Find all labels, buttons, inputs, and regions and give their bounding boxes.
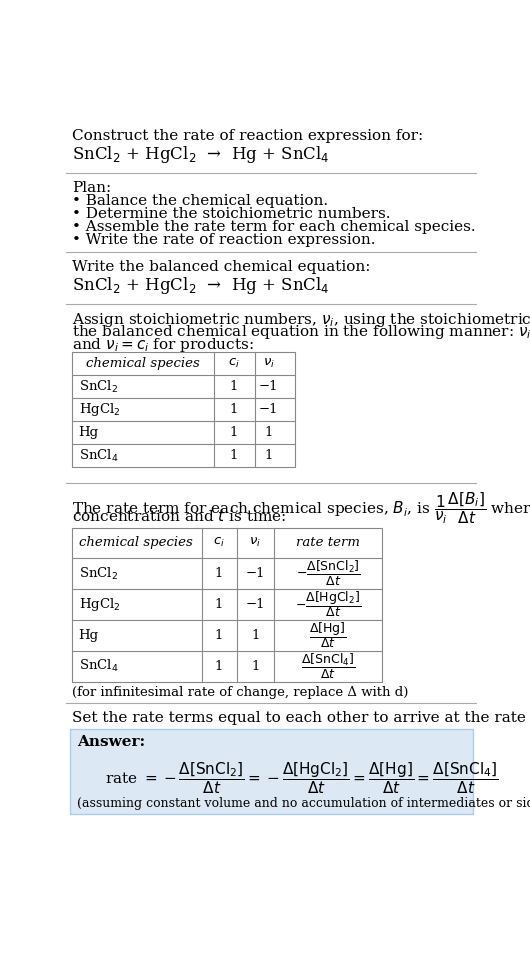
Text: 1: 1 xyxy=(251,629,260,642)
Text: concentration and $t$ is time:: concentration and $t$ is time: xyxy=(73,508,287,523)
Text: Plan:: Plan: xyxy=(73,181,112,195)
Text: 1: 1 xyxy=(215,598,223,611)
Text: HgCl$_2$: HgCl$_2$ xyxy=(78,401,120,419)
Text: 1: 1 xyxy=(229,449,238,463)
Text: rate term: rate term xyxy=(296,537,360,549)
Text: and $\nu_i = c_i$ for products:: and $\nu_i = c_i$ for products: xyxy=(73,336,254,353)
Text: • Determine the stoichiometric numbers.: • Determine the stoichiometric numbers. xyxy=(73,207,391,222)
Text: 1: 1 xyxy=(264,427,273,439)
Text: −1: −1 xyxy=(245,567,265,580)
Text: $c_i$: $c_i$ xyxy=(213,537,225,549)
Text: SnCl$_2$ + HgCl$_2$  →  Hg + SnCl$_4$: SnCl$_2$ + HgCl$_2$ → Hg + SnCl$_4$ xyxy=(73,275,330,296)
Text: Answer:: Answer: xyxy=(77,736,145,750)
Text: 1: 1 xyxy=(251,660,260,672)
FancyBboxPatch shape xyxy=(73,352,295,468)
Text: Assign stoichiometric numbers, $\nu_i$, using the stoichiometric coefficients, $: Assign stoichiometric numbers, $\nu_i$, … xyxy=(73,311,530,329)
Text: 1: 1 xyxy=(229,403,238,416)
Text: the balanced chemical equation in the following manner: $\nu_i = -c_i$ for react: the balanced chemical equation in the fo… xyxy=(73,323,530,342)
Text: −1: −1 xyxy=(259,380,278,393)
Text: • Write the rate of reaction expression.: • Write the rate of reaction expression. xyxy=(73,233,376,247)
Text: $c_i$: $c_i$ xyxy=(228,357,240,370)
Text: Construct the rate of reaction expression for:: Construct the rate of reaction expressio… xyxy=(73,129,423,142)
Text: $\dfrac{\Delta[\mathrm{SnCl_4}]}{\Delta t}$: $\dfrac{\Delta[\mathrm{SnCl_4}]}{\Delta … xyxy=(301,652,356,680)
Text: $\dfrac{\Delta[\mathrm{Hg}]}{\Delta t}$: $\dfrac{\Delta[\mathrm{Hg}]}{\Delta t}$ xyxy=(310,621,347,650)
Text: $\nu_i$: $\nu_i$ xyxy=(262,357,275,370)
Text: Write the balanced chemical equation:: Write the balanced chemical equation: xyxy=(73,260,371,273)
FancyBboxPatch shape xyxy=(70,729,473,814)
Text: HgCl$_2$: HgCl$_2$ xyxy=(78,596,120,613)
Text: SnCl$_4$: SnCl$_4$ xyxy=(78,448,118,464)
Text: 1: 1 xyxy=(215,629,223,642)
Text: $-\dfrac{\Delta[\mathrm{SnCl_2}]}{\Delta t}$: $-\dfrac{\Delta[\mathrm{SnCl_2}]}{\Delta… xyxy=(296,559,360,589)
Text: (for infinitesimal rate of change, replace Δ with d): (for infinitesimal rate of change, repla… xyxy=(73,686,409,699)
Text: SnCl$_4$: SnCl$_4$ xyxy=(78,658,118,674)
Text: Hg: Hg xyxy=(78,427,99,439)
Text: • Balance the chemical equation.: • Balance the chemical equation. xyxy=(73,194,329,208)
Text: 1: 1 xyxy=(264,449,273,463)
Text: −1: −1 xyxy=(245,598,265,611)
Text: SnCl$_2$: SnCl$_2$ xyxy=(78,379,118,394)
Text: −1: −1 xyxy=(259,403,278,416)
Text: $\nu_i$: $\nu_i$ xyxy=(250,537,261,549)
FancyBboxPatch shape xyxy=(73,528,383,681)
Text: (assuming constant volume and no accumulation of intermediates or side products): (assuming constant volume and no accumul… xyxy=(77,797,530,810)
Text: 1: 1 xyxy=(229,427,238,439)
Text: chemical species: chemical species xyxy=(78,537,192,549)
Text: 1: 1 xyxy=(215,660,223,672)
Text: rate $= -\dfrac{\Delta[\mathrm{SnCl_2}]}{\Delta t} = -\dfrac{\Delta[\mathrm{HgCl: rate $= -\dfrac{\Delta[\mathrm{SnCl_2}]}… xyxy=(105,760,499,795)
Text: • Assemble the rate term for each chemical species.: • Assemble the rate term for each chemic… xyxy=(73,221,476,234)
Text: $-\dfrac{\Delta[\mathrm{HgCl_2}]}{\Delta t}$: $-\dfrac{\Delta[\mathrm{HgCl_2}]}{\Delta… xyxy=(295,590,361,620)
Text: The rate term for each chemical species, $B_i$, is $\dfrac{1}{\nu_i}\dfrac{\Delt: The rate term for each chemical species,… xyxy=(73,491,530,526)
Text: SnCl$_2$ + HgCl$_2$  →  Hg + SnCl$_4$: SnCl$_2$ + HgCl$_2$ → Hg + SnCl$_4$ xyxy=(73,144,330,165)
Text: Set the rate terms equal to each other to arrive at the rate expression:: Set the rate terms equal to each other t… xyxy=(73,711,530,725)
Text: 1: 1 xyxy=(229,380,238,393)
Text: Hg: Hg xyxy=(78,629,99,642)
Text: chemical species: chemical species xyxy=(86,357,200,370)
Text: 1: 1 xyxy=(215,567,223,580)
Text: SnCl$_2$: SnCl$_2$ xyxy=(78,566,118,582)
